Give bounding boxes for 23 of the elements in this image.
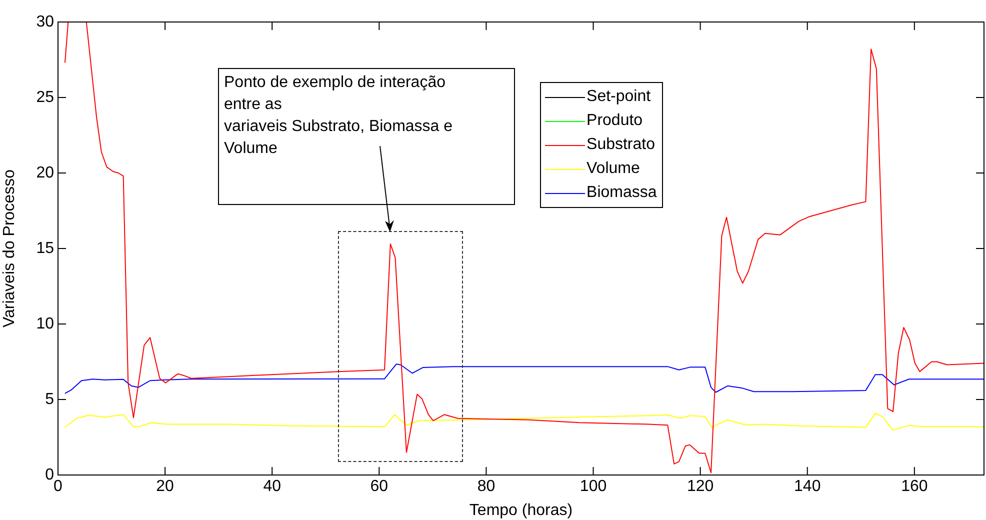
y-tick-label: 30 <box>36 13 54 30</box>
y-tick-label: 5 <box>45 390 54 408</box>
legend-label: Biomassa <box>586 183 657 203</box>
legend-label: Produto <box>586 111 643 131</box>
legend-label: Volume <box>586 159 640 179</box>
x-tick-label: 140 <box>794 478 821 496</box>
y-tick-label: 15 <box>36 240 54 257</box>
x-tick-label: 100 <box>580 478 607 496</box>
y-tick-label: 20 <box>36 164 54 182</box>
annotation: Ponto de exemplo de interação entre as variaveis Substrato, Biomassa e Volume <box>224 73 453 159</box>
y-axis-title: Variaveis do Processo <box>1 169 18 328</box>
x-axis-title: Tempo (horas) <box>469 502 573 519</box>
y-tick-label: 0 <box>45 466 54 484</box>
x-tick-label: 40 <box>263 478 282 496</box>
x-tick-label: 160 <box>901 478 928 496</box>
y-tick-label: 25 <box>36 88 54 106</box>
legend-label: Substrato <box>586 135 655 155</box>
x-tick-label: 120 <box>686 478 714 496</box>
y-tick-label: 10 <box>36 315 54 332</box>
legend-label: Set-point <box>586 87 651 107</box>
x-tick-label: 20 <box>156 478 174 496</box>
x-tick-label: 80 <box>477 478 496 496</box>
x-tick-label: 60 <box>370 478 388 496</box>
